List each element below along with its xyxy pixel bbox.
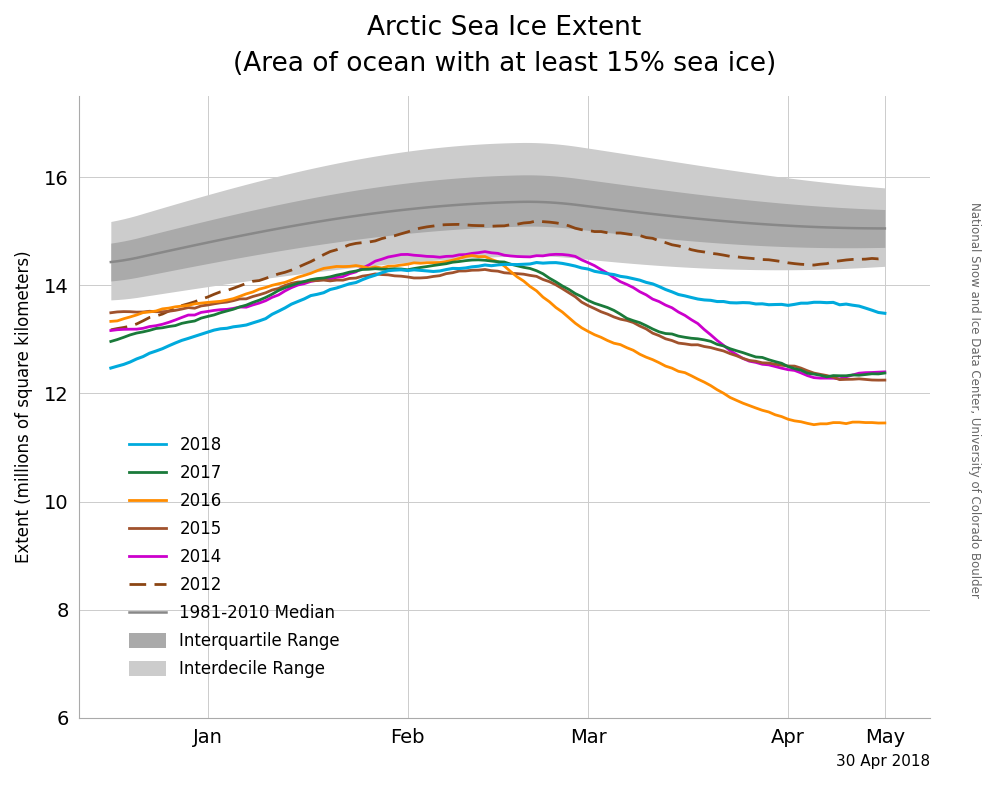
2014 [479, 247, 491, 257]
Line: 2015: 2015 [111, 270, 885, 380]
2015 [105, 308, 117, 318]
2016 [840, 419, 852, 429]
2012 [634, 230, 646, 240]
2016 [808, 420, 820, 430]
2012 [879, 254, 891, 263]
2014 [840, 372, 852, 382]
2015 [182, 303, 194, 313]
2017 [182, 318, 194, 327]
2017 [105, 337, 117, 346]
2016 [466, 250, 478, 260]
2015 [879, 375, 891, 385]
2018 [531, 258, 543, 267]
Legend: 2018, 2017, 2016, 2015, 2014, 2012, 1981-2010 Median, Interquartile Range, Inter: 2018, 2017, 2016, 2015, 2014, 2012, 1981… [129, 437, 340, 678]
2014 [105, 326, 117, 335]
2016 [182, 301, 194, 310]
Line: 2014: 2014 [111, 252, 885, 379]
Text: National Snow and Ice Data Center, University of Colorado Boulder: National Snow and Ice Data Center, Unive… [968, 202, 982, 598]
2016 [285, 275, 297, 285]
2017 [285, 281, 297, 290]
Line: 2017: 2017 [111, 260, 885, 377]
2015 [434, 271, 446, 281]
2018 [434, 266, 446, 276]
2018 [285, 299, 297, 309]
Line: 2018: 2018 [111, 262, 885, 368]
2012 [182, 299, 194, 309]
2015 [834, 375, 846, 385]
2015 [872, 375, 884, 385]
Line: 2016: 2016 [111, 255, 885, 425]
2016 [434, 258, 446, 267]
2012 [531, 216, 543, 226]
2015 [285, 278, 297, 288]
2012 [285, 266, 297, 275]
2014 [634, 287, 646, 297]
2015 [595, 307, 607, 317]
2014 [182, 310, 194, 320]
2018 [105, 363, 117, 373]
2018 [182, 334, 194, 343]
2018 [834, 300, 846, 310]
2012 [834, 256, 846, 266]
2016 [595, 333, 607, 342]
2017 [821, 372, 833, 382]
2014 [595, 265, 607, 274]
2014 [285, 283, 297, 293]
2014 [879, 367, 891, 377]
2012 [105, 325, 117, 334]
2018 [595, 268, 607, 278]
Line: 2012: 2012 [111, 221, 885, 330]
2017 [840, 371, 852, 381]
2012 [434, 220, 446, 230]
2017 [472, 255, 484, 265]
2015 [479, 265, 491, 274]
Text: 30 Apr 2018: 30 Apr 2018 [836, 754, 930, 769]
2017 [634, 318, 646, 327]
2012 [595, 226, 607, 236]
2016 [634, 350, 646, 359]
2016 [105, 317, 117, 326]
2014 [834, 374, 846, 384]
2015 [634, 321, 646, 330]
2016 [879, 418, 891, 428]
Title: Arctic Sea Ice Extent
(Area of ocean with at least 15% sea ice): Arctic Sea Ice Extent (Area of ocean wit… [233, 15, 776, 77]
2018 [879, 309, 891, 318]
2017 [879, 368, 891, 378]
2014 [434, 253, 446, 262]
2017 [434, 260, 446, 270]
2017 [595, 301, 607, 310]
2018 [634, 275, 646, 285]
Y-axis label: Extent (millions of square kilometers): Extent (millions of square kilometers) [15, 250, 33, 563]
